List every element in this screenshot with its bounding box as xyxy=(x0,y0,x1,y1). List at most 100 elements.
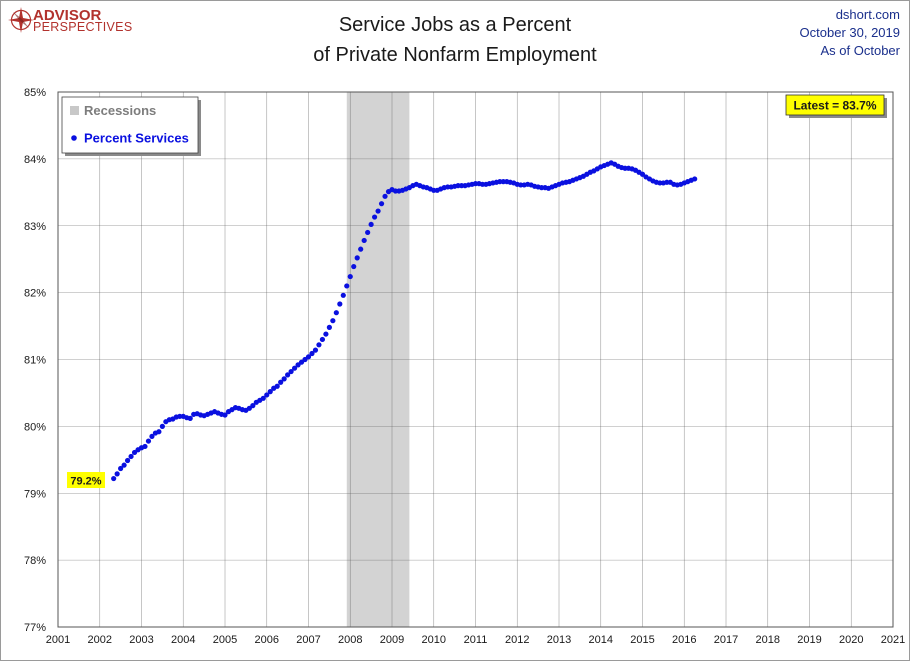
data-point xyxy=(382,193,388,199)
data-point xyxy=(309,350,315,357)
data-point xyxy=(267,389,273,395)
brand-logo: ADVISOR PERSPECTIVES xyxy=(8,7,132,34)
data-point xyxy=(351,263,357,270)
x-tick-label: 2011 xyxy=(464,634,488,646)
x-tick-label: 2012 xyxy=(505,634,529,646)
data-point xyxy=(312,347,319,353)
source-label: dshort.com xyxy=(836,7,900,22)
x-tick-label: 2018 xyxy=(756,634,780,646)
series-points xyxy=(111,160,698,482)
chart-title-line1: Service Jobs as a Percent xyxy=(339,14,572,36)
data-point xyxy=(260,395,266,401)
first-value-callout-bg xyxy=(67,472,105,488)
first-value-callout: 79.2% xyxy=(67,472,105,488)
y-axis-ticks: 77% 78% 79% 80% 81% 82% 83% 84% 85% xyxy=(24,87,46,634)
data-point xyxy=(330,318,336,324)
chart-title-line2: of Private Nonfarm Employment xyxy=(313,44,597,66)
data-point xyxy=(365,229,371,236)
y-tick-label: 83% xyxy=(24,221,46,233)
y-tick-label: 81% xyxy=(24,355,46,367)
x-tick-label: 2015 xyxy=(630,634,654,646)
x-tick-label: 2005 xyxy=(213,634,237,646)
legend-box xyxy=(61,96,199,154)
x-tick-label: 2006 xyxy=(255,634,279,646)
data-point xyxy=(288,368,294,375)
data-point xyxy=(372,214,378,220)
latest-callout: Latest = 83.7% xyxy=(785,94,887,118)
x-tick-label: 2016 xyxy=(672,634,696,646)
x-tick-label: 2002 xyxy=(88,634,112,646)
data-point xyxy=(264,392,270,398)
data-point xyxy=(344,283,350,289)
brand-line1: ADVISOR xyxy=(33,7,102,24)
legend-recessions-label: Recessions xyxy=(84,103,156,118)
y-tick-label: 85% xyxy=(24,87,46,99)
data-point xyxy=(121,462,127,468)
data-point xyxy=(187,415,193,421)
data-point xyxy=(281,376,287,382)
data-point xyxy=(333,310,339,316)
y-tick-label: 82% xyxy=(24,288,46,300)
data-point xyxy=(347,273,353,280)
data-point xyxy=(337,301,343,307)
first-value-label: 79.2% xyxy=(70,476,101,488)
data-point xyxy=(368,221,374,228)
data-point xyxy=(340,292,346,298)
y-tick-label: 78% xyxy=(24,555,46,567)
data-point xyxy=(291,365,298,371)
legend: Recessions Percent Services xyxy=(61,96,201,156)
x-tick-label: 2007 xyxy=(296,634,320,646)
y-tick-label: 84% xyxy=(24,154,46,166)
data-point xyxy=(128,453,134,460)
x-tick-label: 2009 xyxy=(380,634,404,646)
grid-layer xyxy=(58,92,893,627)
data-point xyxy=(354,255,360,261)
latest-callout-box xyxy=(785,94,885,116)
data-point xyxy=(326,324,332,330)
data-point xyxy=(378,201,385,207)
data-point xyxy=(358,246,364,252)
legend-series-marker xyxy=(71,135,77,141)
data-point xyxy=(114,471,120,477)
data-point xyxy=(316,342,322,348)
data-point xyxy=(111,475,117,482)
brand-line2: PERSPECTIVES xyxy=(33,20,132,34)
data-point xyxy=(361,237,367,244)
data-point xyxy=(323,331,329,337)
legend-recession-swatch xyxy=(70,106,79,115)
x-tick-label: 2003 xyxy=(129,634,153,646)
x-axis-ticks: 2001 2002 2003 2004 2005 2006 2007 2008 2009 2010… xyxy=(46,634,905,646)
data-point xyxy=(692,176,698,182)
data-point xyxy=(319,336,326,343)
y-tick-label: 79% xyxy=(24,488,46,500)
data-point xyxy=(222,412,228,418)
data-point xyxy=(285,372,291,378)
data-point xyxy=(250,403,256,409)
x-tick-label: 2013 xyxy=(547,634,571,646)
y-tick-label: 77% xyxy=(24,622,46,634)
data-point xyxy=(142,443,148,450)
data-point xyxy=(124,457,131,464)
data-point xyxy=(278,379,284,385)
date-label: October 30, 2019 xyxy=(800,25,900,40)
data-point xyxy=(145,438,152,444)
x-tick-label: 2014 xyxy=(589,634,613,646)
latest-label: Latest = 83.7% xyxy=(793,99,876,113)
data-point xyxy=(156,429,162,435)
plot-border xyxy=(57,91,894,628)
x-tick-label: 2020 xyxy=(839,634,863,646)
as-of-label: As of October xyxy=(821,43,901,58)
x-tick-label: 2008 xyxy=(338,634,362,646)
data-point xyxy=(118,465,124,472)
x-tick-label: 2021 xyxy=(881,634,905,646)
legend-series-label: Percent Services xyxy=(84,131,189,146)
y-tick-label: 80% xyxy=(24,421,46,433)
x-tick-label: 2004 xyxy=(171,634,195,646)
data-point xyxy=(274,383,280,389)
x-tick-label: 2001 xyxy=(46,634,70,646)
data-point xyxy=(159,423,165,429)
data-point xyxy=(149,433,155,440)
x-tick-label: 2019 xyxy=(797,634,821,646)
